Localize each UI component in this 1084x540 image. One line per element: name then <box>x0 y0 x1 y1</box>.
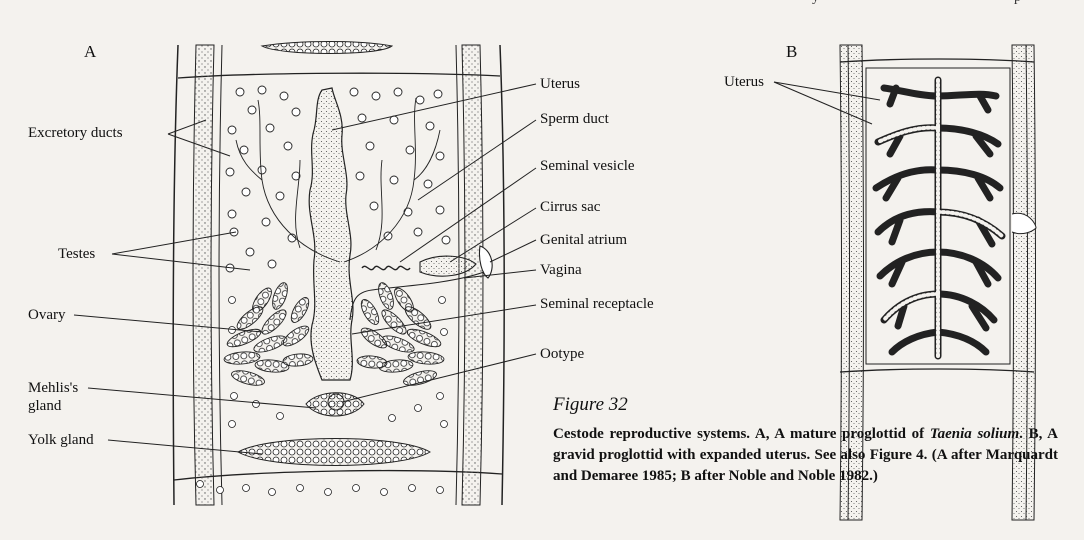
panel-a-letter: A <box>84 42 97 61</box>
label-ootype: Ootype <box>540 346 585 362</box>
label-cirrus-sac: Cirrus sac <box>540 199 601 215</box>
cropped-header-line: y p <box>0 0 1084 8</box>
figure-caption: Cestode reproductive systems. A, A matur… <box>553 424 1058 487</box>
ovary-drawing <box>223 282 445 386</box>
label-vagina: Vagina <box>540 262 582 278</box>
label-testes: Testes <box>58 246 96 262</box>
caption-species: Taenia solium <box>929 426 1020 442</box>
header-fragment-right: p <box>1014 0 1021 5</box>
excretory-duct-left <box>192 44 215 506</box>
seminal-vesicle-drawing <box>361 265 411 271</box>
figure-title: Figure 32 <box>553 394 628 415</box>
testes-drawing <box>225 85 451 273</box>
label-seminal-receptacle: Seminal receptacle <box>540 296 654 312</box>
label-mehlis-gland-line2: gland <box>28 398 62 414</box>
header-fragment-left: y <box>812 0 819 5</box>
yolk-gland-drawing <box>236 438 431 466</box>
label-genital-atrium: Genital atrium <box>540 232 628 248</box>
label-ovary: Ovary <box>28 307 66 323</box>
label-sperm-duct: Sperm duct <box>540 111 609 127</box>
caption-part2: . B, A gravid proglottid with expanded u… <box>553 426 1059 484</box>
panel-b-letter: B <box>786 42 798 61</box>
uterus-drawing <box>308 87 354 381</box>
vagina-drawing <box>349 271 485 321</box>
panel-a-drawing <box>73 41 537 506</box>
label-uterus: Uterus <box>540 76 580 92</box>
panel-b-drawing <box>773 44 1037 521</box>
label-b-uterus: Uterus <box>724 74 764 90</box>
genital-atrium-drawing <box>478 245 493 279</box>
cirrus-sac-drawing <box>419 255 477 277</box>
ootype-drawing <box>327 393 345 411</box>
label-mehlis-gland-line1: Mehlis's <box>28 380 79 396</box>
label-seminal-vesicle: Seminal vesicle <box>540 158 635 174</box>
label-excretory-ducts: Excretory ducts <box>28 125 123 141</box>
caption-part1: Cestode reproductive systems. A, A matur… <box>553 426 930 442</box>
label-yolk-gland: Yolk gland <box>28 432 94 448</box>
gravid-uterus-drawing <box>872 76 1006 360</box>
